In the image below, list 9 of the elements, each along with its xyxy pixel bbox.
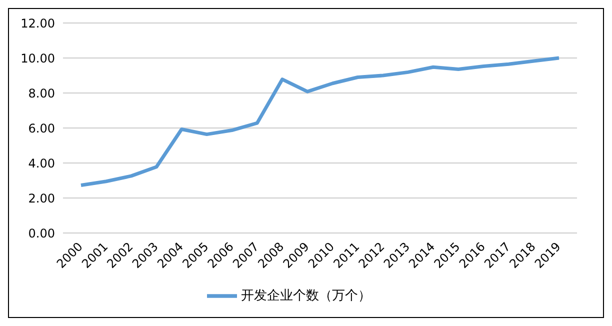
line-series [79, 56, 561, 187]
y-tick-label: 0.00 [28, 226, 55, 240]
y-tick-label: 2.00 [28, 191, 55, 206]
y-tick-label: 8.00 [28, 86, 55, 100]
legend-label: 开发企业个数（万个） [241, 288, 371, 304]
y-tick-label: 4.00 [28, 156, 55, 170]
y-tick-label: 10.00 [20, 51, 55, 66]
y-tick-label: 12.00 [20, 16, 55, 30]
y-tick-label: 6.00 [28, 121, 55, 136]
